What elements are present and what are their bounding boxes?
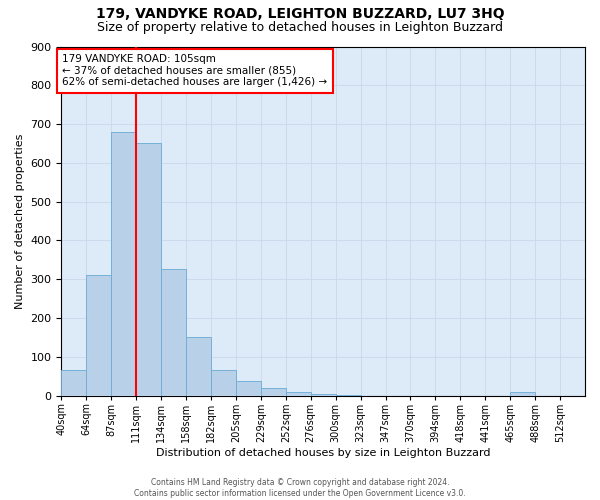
Bar bbox=[335, 394, 361, 396]
Text: 179 VANDYKE ROAD: 105sqm
← 37% of detached houses are smaller (855)
62% of semi-: 179 VANDYKE ROAD: 105sqm ← 37% of detach… bbox=[62, 54, 328, 88]
Text: Size of property relative to detached houses in Leighton Buzzard: Size of property relative to detached ho… bbox=[97, 21, 503, 34]
Bar bbox=[286, 392, 311, 396]
Bar bbox=[186, 336, 211, 396]
Bar bbox=[236, 381, 261, 396]
Bar bbox=[311, 394, 335, 396]
Bar bbox=[161, 270, 186, 396]
Bar bbox=[136, 144, 161, 396]
Text: Contains HM Land Registry data © Crown copyright and database right 2024.
Contai: Contains HM Land Registry data © Crown c… bbox=[134, 478, 466, 498]
Y-axis label: Number of detached properties: Number of detached properties bbox=[15, 134, 25, 308]
Bar bbox=[211, 370, 236, 396]
Text: 179, VANDYKE ROAD, LEIGHTON BUZZARD, LU7 3HQ: 179, VANDYKE ROAD, LEIGHTON BUZZARD, LU7… bbox=[95, 8, 505, 22]
Bar bbox=[261, 388, 286, 396]
Bar bbox=[86, 276, 111, 396]
X-axis label: Distribution of detached houses by size in Leighton Buzzard: Distribution of detached houses by size … bbox=[156, 448, 490, 458]
Bar bbox=[111, 132, 136, 396]
Bar bbox=[510, 392, 535, 396]
Bar bbox=[61, 370, 86, 396]
